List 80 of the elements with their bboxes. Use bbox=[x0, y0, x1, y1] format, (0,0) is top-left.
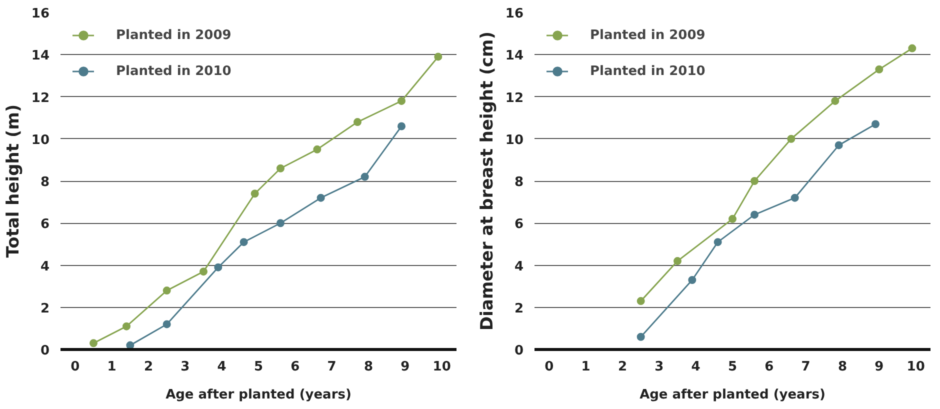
legend-label: Planted in 2009 bbox=[116, 28, 232, 42]
x-tick-label: 8 bbox=[838, 360, 848, 374]
point bbox=[200, 268, 208, 276]
x-tick-label: 10 bbox=[432, 360, 451, 374]
y-tick-label: 4 bbox=[40, 259, 50, 274]
point bbox=[790, 194, 799, 202]
point bbox=[750, 210, 758, 219]
point bbox=[728, 214, 736, 223]
x-tick-label: 4 bbox=[691, 360, 700, 374]
y-tick-label: 6 bbox=[514, 217, 524, 232]
x-tick-label: 0 bbox=[544, 360, 554, 374]
y-tick-label: 16 bbox=[505, 6, 524, 22]
y-axis-title: Total height (m) bbox=[3, 104, 24, 258]
point bbox=[276, 164, 284, 172]
point bbox=[787, 134, 796, 143]
point bbox=[122, 322, 130, 330]
point bbox=[872, 120, 880, 128]
point bbox=[908, 44, 916, 52]
point bbox=[240, 238, 248, 246]
point bbox=[714, 238, 722, 246]
x-tick-label: 9 bbox=[400, 360, 410, 374]
y-tick-label: 8 bbox=[40, 175, 50, 190]
y-tick-label: 0 bbox=[514, 344, 524, 358]
legend-label: Planted in 2010 bbox=[590, 64, 706, 78]
x-tick-label: 2 bbox=[144, 360, 154, 374]
point bbox=[250, 190, 259, 198]
point bbox=[162, 286, 171, 295]
x-tick-label: 8 bbox=[364, 360, 374, 374]
x-tick-label: 6 bbox=[764, 360, 774, 374]
point bbox=[750, 177, 758, 185]
legend-label: Planted in 2010 bbox=[116, 64, 232, 78]
y-axis-title: Diameter at breast height (cm) bbox=[477, 32, 498, 330]
point bbox=[398, 122, 406, 130]
x-tick-label: 4 bbox=[217, 360, 226, 374]
x-tick-label: 1 bbox=[107, 360, 116, 374]
point bbox=[636, 297, 645, 306]
x-tick-label: 0 bbox=[70, 360, 80, 374]
y-tick-label: 10 bbox=[31, 132, 50, 148]
point bbox=[90, 339, 98, 348]
point bbox=[162, 320, 171, 328]
x-axis-title: Age after planted (years) bbox=[166, 388, 352, 402]
point bbox=[214, 263, 222, 272]
point bbox=[398, 96, 406, 105]
x-tick-label: 1 bbox=[581, 360, 590, 374]
x-tick-label: 6 bbox=[290, 360, 300, 374]
x-tick-label: 10 bbox=[906, 360, 925, 374]
y-tick-label: 12 bbox=[505, 90, 524, 106]
point bbox=[834, 141, 843, 150]
x-tick-label: 7 bbox=[801, 360, 810, 374]
point bbox=[831, 96, 840, 105]
x-tick-label: 3 bbox=[180, 360, 190, 374]
x-tick-label: 9 bbox=[874, 360, 884, 374]
legend-label: Planted in 2009 bbox=[590, 28, 706, 42]
y-tick-label: 16 bbox=[31, 6, 50, 22]
point bbox=[276, 219, 284, 228]
y-tick-label: 10 bbox=[505, 132, 524, 148]
y-tick-label: 4 bbox=[514, 259, 524, 274]
x-tick-label: 2 bbox=[618, 360, 628, 374]
y-tick-label: 2 bbox=[514, 301, 524, 316]
point bbox=[875, 65, 884, 74]
x-axis-title: Age after planted (years) bbox=[640, 388, 826, 402]
point bbox=[313, 145, 322, 154]
y-tick-label: 14 bbox=[31, 48, 50, 64]
x-tick-label: 5 bbox=[254, 360, 264, 374]
point bbox=[674, 257, 682, 266]
y-tick-label: 12 bbox=[31, 90, 50, 106]
y-tick-label: 6 bbox=[40, 217, 50, 232]
point bbox=[688, 276, 696, 284]
x-tick-label: 7 bbox=[327, 360, 336, 374]
point bbox=[434, 52, 442, 61]
y-tick-label: 8 bbox=[514, 175, 524, 190]
y-tick-label: 14 bbox=[505, 48, 524, 64]
point bbox=[360, 172, 369, 181]
y-tick-label: 2 bbox=[40, 301, 50, 316]
point bbox=[316, 194, 325, 202]
y-tick-label: 0 bbox=[40, 344, 50, 358]
point bbox=[354, 118, 362, 126]
x-tick-label: 3 bbox=[654, 360, 664, 374]
point bbox=[636, 332, 645, 341]
x-tick-label: 5 bbox=[728, 360, 738, 374]
